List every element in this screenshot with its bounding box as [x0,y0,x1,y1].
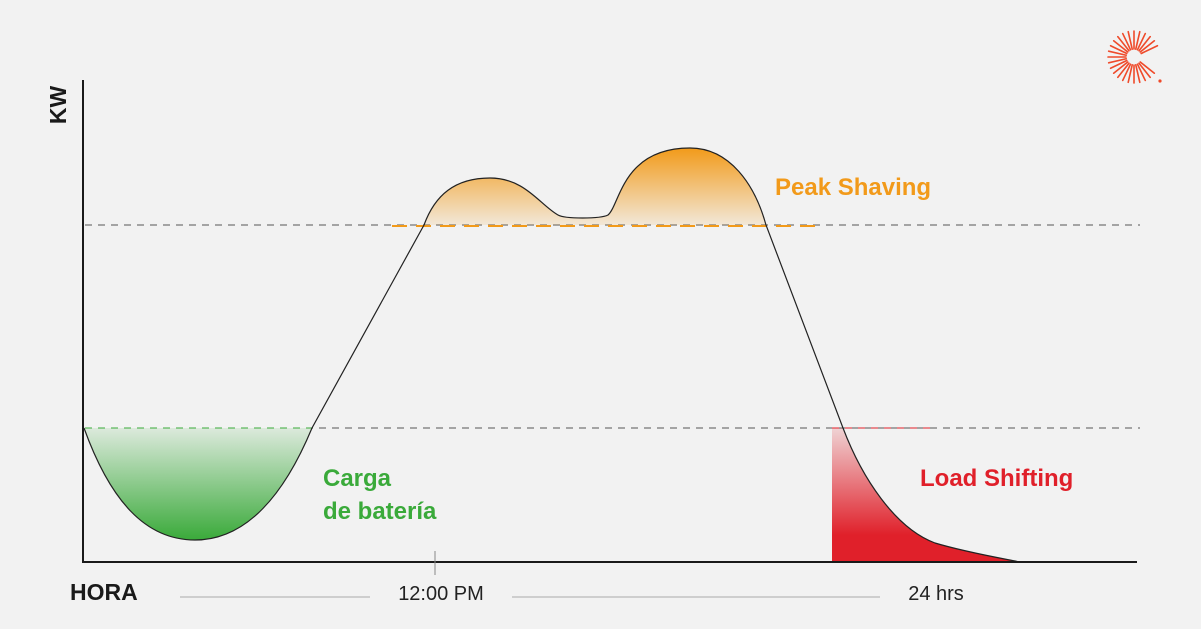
peak-shaving-area [424,148,766,225]
x-axis-label: HORA [70,579,138,605]
load-curve [83,147,1021,563]
sunburst-logo-icon [1107,30,1162,84]
load-shifting-area [832,428,1020,562]
battery-charge-label-line1: Carga [323,465,392,492]
load-shifting-label: Load Shifting [920,465,1073,492]
peak-shaving-label: Peak Shaving [775,174,931,201]
battery-charge-area [84,428,312,540]
x-end-label: 24 hrs [908,583,964,605]
x-midday-label: 12:00 PM [398,583,484,605]
y-axis-label: KW [45,86,71,125]
battery-charge-label-line2: de batería [323,498,437,525]
